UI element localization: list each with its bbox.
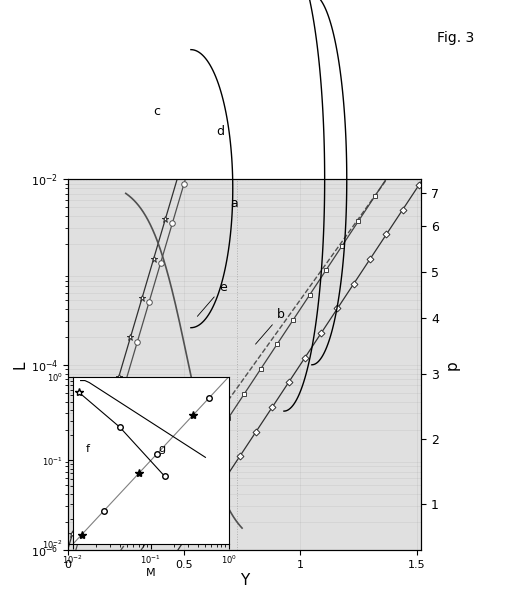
X-axis label: M: M <box>146 568 155 578</box>
Y-axis label: p: p <box>445 360 460 370</box>
X-axis label: Y: Y <box>240 573 249 588</box>
Text: f: f <box>85 444 89 454</box>
Text: b: b <box>255 309 285 344</box>
Text: c: c <box>154 105 161 118</box>
Y-axis label: L: L <box>13 361 28 369</box>
Text: d: d <box>216 125 225 138</box>
Text: e: e <box>198 280 227 316</box>
Text: g: g <box>159 444 166 454</box>
Text: Fig. 3: Fig. 3 <box>437 31 474 45</box>
Text: a: a <box>230 197 238 210</box>
